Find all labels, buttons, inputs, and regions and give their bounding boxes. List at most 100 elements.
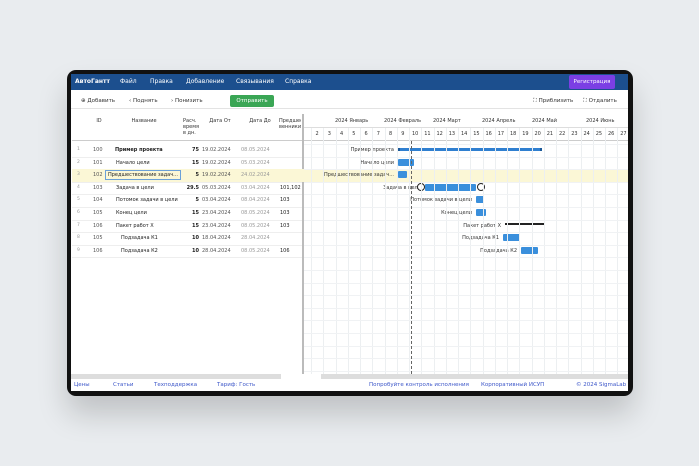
- row-id: 105: [93, 235, 103, 242]
- row-grid: [304, 169, 628, 171]
- bar-label: Потомок задачи в цели: [410, 197, 472, 204]
- row-grid: [304, 333, 628, 334]
- week-label: 2: [315, 131, 319, 137]
- grid-line: [335, 128, 337, 374]
- task-bar[interactable]: [476, 196, 484, 204]
- row-number: 1: [77, 147, 80, 152]
- date-from: 18.04.2024: [202, 235, 231, 242]
- footer-link[interactable]: Техподдержка: [154, 382, 198, 388]
- date-to: 08.05.2024: [241, 222, 270, 229]
- row-grid: [304, 156, 628, 158]
- date-to: 05.03.2024: [241, 159, 270, 166]
- row-line: [72, 181, 302, 183]
- screen: АвтоГантт Регистрация Файл Правка Добавлен…: [71, 74, 628, 391]
- predecessors: 103: [280, 222, 290, 229]
- task-name[interactable]: Подзадача К2: [121, 247, 158, 254]
- row-id: 105: [93, 210, 103, 216]
- group-bar[interactable]: [505, 222, 544, 225]
- month-label: 2024 Февраль: [384, 118, 422, 124]
- link-handle[interactable]: [477, 182, 485, 191]
- menu-item[interactable]: Справка: [285, 78, 312, 85]
- gantt-header-line: [304, 140, 628, 141]
- task-bar[interactable]: [425, 183, 476, 191]
- zoom-in-button[interactable]: ⛶ Приблизить: [533, 98, 574, 104]
- grid-line: [372, 128, 374, 374]
- footer-link[interactable]: Попробуйте контроль исполнения: [369, 382, 469, 388]
- row-line: [72, 156, 302, 158]
- week-label: 4: [340, 131, 344, 137]
- month-label: 2024 Июнь: [586, 118, 615, 124]
- scrollbar: [71, 374, 281, 379]
- menu-item[interactable]: Файл: [120, 78, 137, 85]
- row-line: [72, 219, 302, 221]
- task-name[interactable]: Начало цели: [116, 159, 150, 166]
- week-label: 3: [327, 131, 331, 137]
- add-button[interactable]: ⊕ Добавить: [81, 98, 116, 104]
- predecessors: 106: [280, 247, 290, 254]
- row-number: 7: [77, 222, 80, 228]
- row-line: [72, 207, 302, 208]
- bar-label: Предшествование задач...: [278, 172, 394, 178]
- row-id: 102: [93, 172, 103, 179]
- predecessors: 103: [280, 197, 290, 204]
- week-label: 16: [485, 131, 492, 137]
- week-label: 18: [509, 131, 517, 137]
- duration: 15: [192, 159, 199, 166]
- bar-label: Начало цели: [360, 159, 394, 166]
- task-name[interactable]: Задача в цели: [116, 184, 154, 191]
- date-to: 08.05.2024: [241, 147, 270, 153]
- grid-line: [311, 128, 312, 374]
- row-grid: [304, 295, 628, 297]
- footer-link[interactable]: Тариф: Гость: [217, 382, 256, 388]
- week-label: 9: [401, 131, 405, 137]
- brand[interactable]: АвтоГантт: [75, 78, 111, 85]
- date-to: 24.02.2024: [241, 172, 270, 179]
- footer-link[interactable]: Корпоративный ИСУП: [481, 382, 545, 388]
- label: Поднять: [132, 98, 158, 104]
- task-bar[interactable]: [503, 234, 520, 242]
- task-bar[interactable]: [398, 158, 414, 166]
- row-id: 100: [93, 147, 103, 153]
- menu-item[interactable]: Правка: [150, 78, 173, 85]
- bar-label: Конец цели: [441, 210, 472, 216]
- task-name[interactable]: Пакет работ X: [116, 222, 154, 229]
- footer-link[interactable]: Цены: [74, 382, 90, 388]
- row-number: 8: [77, 235, 80, 241]
- task-bar[interactable]: [398, 171, 407, 179]
- up-button[interactable]: ‹ Поднять: [129, 98, 158, 104]
- zoom-out-button[interactable]: ⛶ Отдалить: [583, 98, 617, 104]
- link-handle[interactable]: [417, 182, 425, 191]
- send-button[interactable]: Отправить: [230, 95, 274, 107]
- task-name[interactable]: Предшествование задач...: [105, 170, 181, 181]
- task-name[interactable]: Подзадача К1: [121, 235, 158, 242]
- week-label: 7: [376, 131, 380, 137]
- footer: Цены Статьи Техподдержка Тариф: Гость Попроб…: [71, 380, 628, 391]
- down-button[interactable]: › Понизить: [171, 98, 203, 104]
- week-label: 23: [571, 131, 578, 137]
- footer-link[interactable]: Статьи: [113, 382, 134, 388]
- week-label: 27: [620, 131, 627, 137]
- task-bar[interactable]: [476, 209, 486, 216]
- footer-link[interactable]: © 2024 SigmaLab: [576, 382, 627, 388]
- row-number: 6: [77, 210, 80, 215]
- row-id: 103: [93, 184, 103, 191]
- menu-item[interactable]: Связывания: [236, 78, 274, 85]
- grid-line: [592, 128, 594, 374]
- gantt-header-line: [304, 127, 628, 128]
- scrollbar: [321, 374, 628, 379]
- grid-line: [384, 128, 386, 374]
- week-label: 25: [595, 131, 603, 137]
- register-button[interactable]: Регистрация: [569, 75, 615, 89]
- summary-bar[interactable]: [398, 148, 542, 151]
- row-grid: [304, 282, 628, 284]
- task-name[interactable]: Конец цели: [116, 210, 147, 216]
- task-name[interactable]: Пример проекта: [115, 147, 163, 153]
- task-bar[interactable]: [521, 246, 538, 254]
- week-label: 15: [473, 131, 480, 137]
- task-name[interactable]: Потомок задачи в цели: [116, 197, 178, 204]
- week-label: 8: [389, 131, 393, 137]
- menu-item[interactable]: Добавление: [186, 78, 225, 85]
- row-line: [72, 244, 302, 246]
- table-panel: [72, 114, 304, 374]
